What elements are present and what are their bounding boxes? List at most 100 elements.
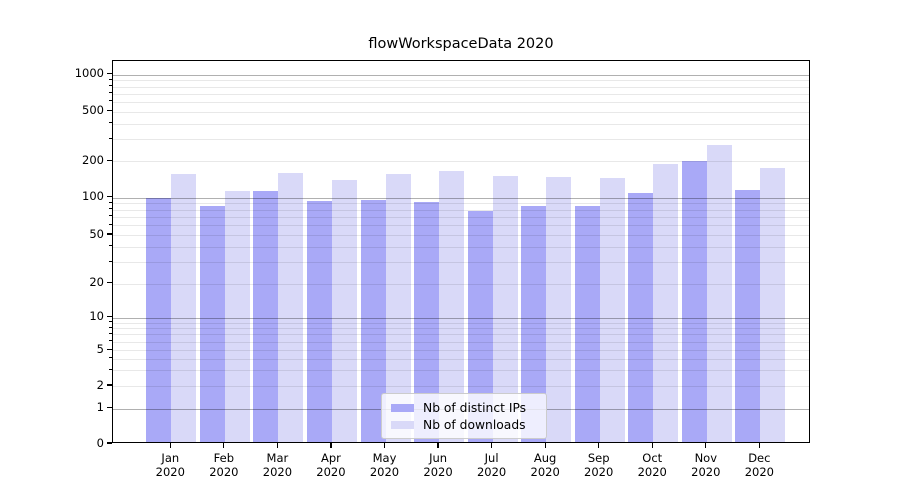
y-axis-minor-tick-4	[109, 357, 112, 359]
legend-row-0: Nb of distinct IPs	[391, 399, 538, 416]
x-axis-tick-may	[383, 443, 386, 448]
minor-gridline-900	[113, 80, 809, 82]
minor-gridline-6	[113, 341, 809, 343]
x-tick-label-dec: Dec 2020	[744, 451, 774, 479]
x-axis-tick-aug	[544, 443, 546, 448]
y-tick-label-50: 50	[89, 226, 104, 241]
y-tick-label-200: 200	[82, 152, 104, 167]
bar-nb-of-distinct-ips-sep	[574, 205, 600, 442]
minor-gridline-600	[113, 101, 809, 103]
bar-nb-of-downloads-aug	[546, 177, 572, 442]
legend-label: Nb of distinct IPs	[423, 400, 527, 415]
minor-gridline-7	[113, 334, 809, 336]
y-axis-minor-tick-700	[109, 92, 112, 94]
minor-gridline-700	[113, 93, 809, 95]
y-axis-tick-20	[107, 282, 112, 284]
x-tick-label-aug: Aug 2020	[530, 451, 560, 479]
y-axis-minor-tick-90	[109, 201, 112, 203]
minor-gridline-2	[113, 386, 809, 387]
plot-area	[112, 60, 810, 443]
y-axis-tick-500	[107, 110, 112, 112]
y-axis-minor-tick-3	[109, 368, 112, 370]
y-axis-minor-tick-6	[109, 340, 112, 342]
minor-gridline-90	[113, 203, 809, 205]
minor-gridline-3	[113, 370, 809, 372]
y-axis-tick-200	[107, 159, 112, 161]
y-tick-label-1: 1	[96, 400, 104, 415]
legend-row-1: Nb of downloads	[391, 416, 538, 433]
x-tick-label-jan: Jan 2020	[155, 451, 185, 479]
x-axis-tick-sep	[598, 443, 600, 448]
x-axis-tick-apr	[330, 443, 332, 448]
y-axis-tick-10	[107, 316, 112, 318]
y-axis-tick-5	[107, 348, 112, 350]
bar-nb-of-downloads-sep	[599, 177, 625, 442]
minor-gridline-500	[113, 111, 809, 113]
bar-nb-of-downloads-oct	[653, 164, 679, 442]
y-axis-minor-tick-60	[109, 223, 112, 225]
bar-nb-of-distinct-ips-dec	[735, 189, 761, 442]
legend-label: Nb of downloads	[423, 417, 526, 432]
y-axis-tick-0	[107, 442, 112, 444]
y-tick-label-1000: 1000	[74, 66, 104, 80]
minor-gridline-9	[113, 322, 809, 324]
y-axis-tick-1	[107, 407, 112, 409]
y-axis-minor-tick-80	[109, 208, 112, 210]
chart-title: flowWorkspaceData 2020	[368, 36, 554, 52]
x-axis-tick-jul	[491, 443, 493, 448]
y-tick-label-5: 5	[96, 341, 104, 356]
x-tick-label-jun: Jun 2020	[423, 451, 453, 479]
y-axis-minor-tick-9	[109, 321, 112, 323]
y-tick-label-100: 100	[82, 189, 104, 203]
x-tick-label-may: May 2020	[369, 451, 400, 479]
bar-nb-of-distinct-ips-feb	[199, 205, 225, 442]
bar-nb-of-downloads-feb	[224, 190, 250, 442]
bar-nb-of-distinct-ips-oct	[628, 193, 654, 442]
y-tick-label-10: 10	[89, 309, 104, 324]
minor-gridline-5	[113, 350, 809, 352]
minor-gridline-300	[113, 139, 809, 141]
y-axis-tick-50	[107, 233, 112, 235]
x-tick-label-feb: Feb 2020	[209, 451, 239, 479]
y-axis-tick-1000	[107, 72, 112, 75]
legend: Nb of distinct IPs Nb of downloads	[381, 393, 547, 439]
minor-gridline-60	[113, 225, 809, 227]
minor-gridline-50	[113, 235, 809, 236]
x-tick-label-sep: Sep 2020	[584, 451, 614, 479]
x-axis-tick-oct	[651, 443, 653, 448]
x-tick-label-jul: Jul 2020	[476, 451, 507, 479]
y-axis-minor-tick-300	[109, 137, 112, 139]
minor-gridline-80	[113, 209, 809, 211]
x-tick-label-mar: Mar 2020	[262, 451, 293, 479]
bar-nb-of-downloads-dec	[760, 168, 786, 442]
x-tick-label-nov: Nov 2020	[691, 451, 721, 479]
x-axis-tick-jun	[437, 443, 439, 448]
x-tick-label-oct: Oct 2020	[637, 451, 667, 479]
y-axis-minor-tick-8	[109, 326, 112, 328]
legend-swatch-icon	[391, 403, 414, 412]
major-gridline-10	[113, 317, 809, 319]
x-axis-tick-jan	[169, 443, 171, 448]
bar-nb-of-distinct-ips-mar	[253, 191, 279, 442]
x-tick-label-apr: Apr 2020	[316, 451, 346, 479]
bar-nb-of-distinct-ips-jan	[146, 197, 172, 442]
y-axis-minor-tick-400	[109, 122, 112, 124]
minor-gridline-800	[113, 86, 809, 88]
minor-gridline-4	[113, 358, 809, 360]
y-axis-minor-tick-800	[109, 85, 112, 86]
minor-gridline-20	[113, 283, 809, 285]
legend-swatch-icon	[391, 420, 414, 429]
y-axis-tick-100	[107, 195, 112, 198]
y-tick-label-500: 500	[82, 103, 104, 118]
major-gridline-100	[113, 197, 809, 199]
bar-nb-of-distinct-ips-nov	[681, 160, 707, 442]
y-tick-label-0: 0	[96, 435, 104, 450]
x-axis-tick-feb	[223, 443, 225, 448]
y-axis-minor-tick-600	[109, 100, 112, 102]
y-axis-minor-tick-40	[109, 245, 112, 247]
bar-nb-of-downloads-jan	[171, 174, 197, 442]
y-axis-minor-tick-900	[109, 78, 112, 80]
y-tick-label-2: 2	[96, 377, 104, 392]
minor-gridline-40	[113, 246, 809, 248]
minor-gridline-400	[113, 123, 809, 125]
